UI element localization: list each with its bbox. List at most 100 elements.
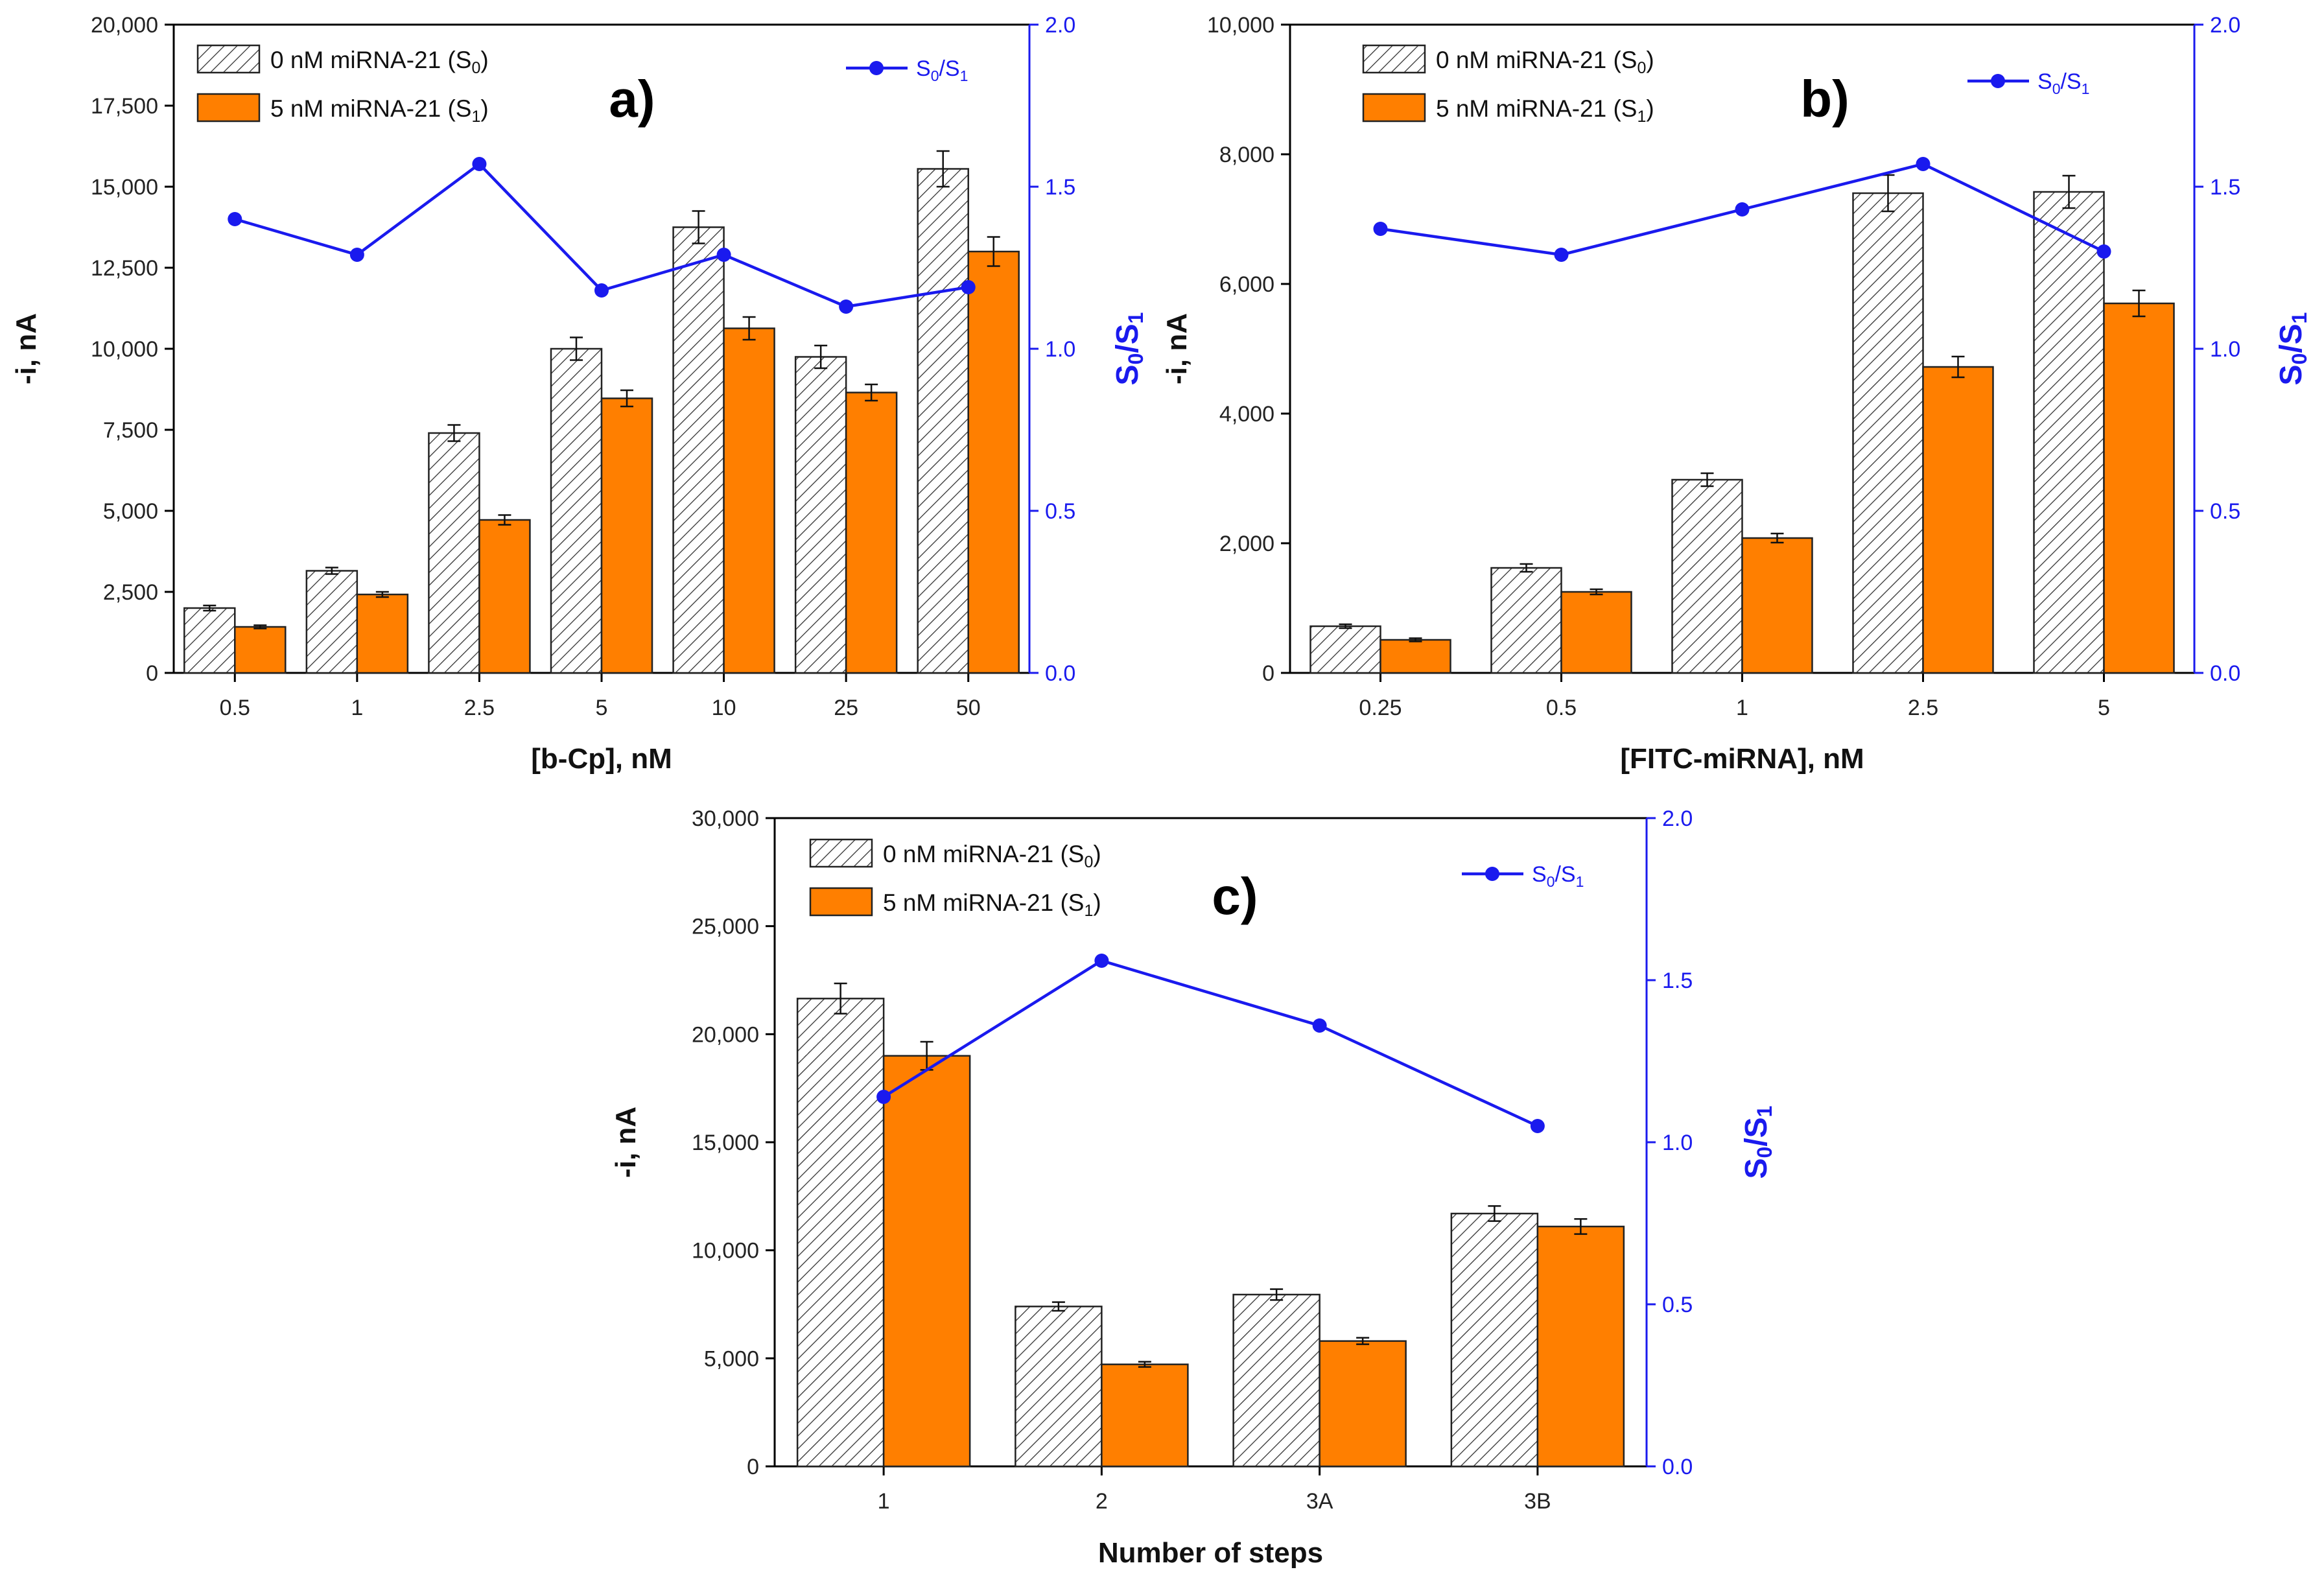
y-axis-label: -i, nA bbox=[10, 313, 42, 384]
y2-tick-label: 0.0 bbox=[1662, 1455, 1693, 1479]
y-tick-label: 25,000 bbox=[692, 915, 759, 939]
y-tick-label: 0 bbox=[146, 661, 158, 686]
y-tick-label: 5,000 bbox=[103, 499, 158, 524]
bar-s0 bbox=[917, 168, 969, 674]
x-tick-label: 0.25 bbox=[1359, 696, 1402, 720]
y2-tick-label: 1.0 bbox=[2210, 337, 2240, 362]
bar-s1 bbox=[1101, 1363, 1189, 1468]
y2-tick-label: 1.0 bbox=[1662, 1131, 1693, 1155]
bar-s1 bbox=[478, 519, 531, 674]
bar-s1 bbox=[234, 626, 287, 674]
bar-s0 bbox=[1852, 192, 1924, 674]
ratio-point bbox=[876, 1090, 891, 1104]
y2-axis-label: S0/S1 bbox=[2274, 312, 2311, 386]
y2-tick-label: 2.0 bbox=[1662, 806, 1693, 831]
ratio-point bbox=[839, 299, 854, 314]
legend-label-s0: 0 nM miRNA-21 (S0) bbox=[883, 841, 1101, 871]
y-axis-label: -i, nA bbox=[610, 1107, 642, 1178]
y2-tick-label: 0.0 bbox=[2210, 661, 2240, 686]
y-tick-label: 15,000 bbox=[91, 175, 158, 200]
chart-panel-a: 0 2,500 5,000 7,500 10,000 12,500 15,000 17,500… bbox=[10, 13, 1147, 775]
x-tick-label: 25 bbox=[834, 696, 858, 720]
y-tick-label: 6,000 bbox=[1219, 272, 1274, 297]
x-tick-label: 2 bbox=[1096, 1489, 1108, 1514]
bar-s0 bbox=[1490, 567, 1562, 674]
y-tick-label: 30,000 bbox=[692, 806, 759, 831]
x-axis-label: Number of steps bbox=[1098, 1537, 1323, 1569]
x-tick-label: 50 bbox=[956, 696, 981, 720]
x-tick-label: 3A bbox=[1306, 1489, 1333, 1514]
bar-s1 bbox=[1379, 639, 1451, 674]
y-tick-label: 20,000 bbox=[91, 13, 158, 38]
legend-swatch-s1 bbox=[1362, 93, 1426, 123]
bar-s0 bbox=[428, 432, 480, 674]
x-tick-label: 0.5 bbox=[220, 696, 250, 720]
legend-label-s1: 5 nM miRNA-21 (S1) bbox=[270, 95, 489, 126]
ratio-point bbox=[228, 212, 242, 226]
y-tick-label: 10,000 bbox=[692, 1239, 759, 1263]
bar-s1 bbox=[723, 327, 775, 674]
ratio-point bbox=[1735, 202, 1750, 217]
legend-marker-ratio bbox=[869, 61, 884, 75]
y-tick-label: 15,000 bbox=[692, 1131, 759, 1155]
x-tick-label: 1 bbox=[1736, 696, 1748, 720]
y2-tick-label: 0.5 bbox=[1662, 1293, 1693, 1317]
y2-tick-label: 0.5 bbox=[2210, 499, 2240, 524]
panel-label: a) bbox=[609, 70, 655, 128]
bar-s1 bbox=[1536, 1225, 1625, 1468]
legend-label-s0: 0 nM miRNA-21 (S0) bbox=[270, 47, 489, 77]
ratio-point bbox=[1094, 954, 1109, 968]
x-axis-label: [b-Cp], nM bbox=[531, 743, 672, 775]
bar-s1 bbox=[967, 250, 1020, 674]
x-tick-label: 5 bbox=[2098, 696, 2110, 720]
y-tick-label: 17,500 bbox=[91, 94, 158, 119]
bar-s1 bbox=[1560, 591, 1632, 674]
bar-s1 bbox=[2103, 302, 2175, 674]
y-tick-label: 2,000 bbox=[1219, 532, 1274, 556]
y-tick-label: 20,000 bbox=[692, 1022, 759, 1047]
y-tick-label: 5,000 bbox=[704, 1346, 759, 1371]
y2-tick-label: 2.0 bbox=[1045, 13, 1075, 38]
panel-label: b) bbox=[1800, 70, 1849, 128]
bar-s0 bbox=[1450, 1212, 1539, 1468]
bar-s0 bbox=[796, 998, 885, 1468]
ratio-point bbox=[472, 157, 487, 171]
y-tick-label: 7,500 bbox=[103, 418, 158, 443]
y2-tick-label: 0.5 bbox=[1045, 499, 1075, 524]
y2-tick-label: 0.0 bbox=[1045, 661, 1075, 686]
y-tick-label: 2,500 bbox=[103, 580, 158, 605]
legend-swatch-s0 bbox=[1362, 44, 1426, 74]
x-tick-label: 1 bbox=[878, 1489, 890, 1514]
bar-s1 bbox=[356, 593, 409, 674]
y-tick-label: 0 bbox=[747, 1455, 759, 1479]
legend-swatch-s0 bbox=[196, 44, 261, 74]
bar-s1 bbox=[1741, 537, 1813, 674]
bar-s0 bbox=[1671, 478, 1743, 674]
bar-s1 bbox=[882, 1055, 971, 1468]
y-tick-label: 10,000 bbox=[1207, 13, 1274, 38]
y-tick-label: 0 bbox=[1262, 661, 1274, 686]
y2-tick-label: 1.0 bbox=[1045, 337, 1075, 362]
ratio-point bbox=[1530, 1119, 1545, 1133]
y-tick-label: 8,000 bbox=[1219, 143, 1274, 167]
bar-s0 bbox=[1015, 1306, 1103, 1468]
bar-s1 bbox=[1922, 366, 1994, 674]
legend-swatch-s1 bbox=[809, 887, 873, 917]
bar-s0 bbox=[1309, 625, 1381, 674]
y2-axis-label: S0/S1 bbox=[1110, 312, 1147, 386]
y-tick-label: 12,500 bbox=[91, 256, 158, 281]
chart-panel-c: 0 5,000 10,000 15,000 20,000 25,000 30,000 0.0 0… bbox=[610, 806, 1776, 1569]
legend-label-ratio: S0/S1 bbox=[2037, 69, 2089, 97]
x-tick-label: 3B bbox=[1524, 1489, 1551, 1514]
ratio-point bbox=[961, 280, 976, 294]
bar-s0 bbox=[550, 347, 603, 674]
panel-label: c) bbox=[1212, 867, 1258, 925]
x-tick-label: 10 bbox=[712, 696, 736, 720]
x-axis-label: [FITC-miRNA], nM bbox=[1620, 743, 1864, 775]
x-tick-label: 1 bbox=[351, 696, 363, 720]
y2-tick-label: 1.5 bbox=[2210, 175, 2240, 200]
y2-tick-label: 1.5 bbox=[1662, 969, 1693, 993]
x-tick-label: 2.5 bbox=[1908, 696, 1938, 720]
ratio-point bbox=[1916, 157, 1931, 171]
